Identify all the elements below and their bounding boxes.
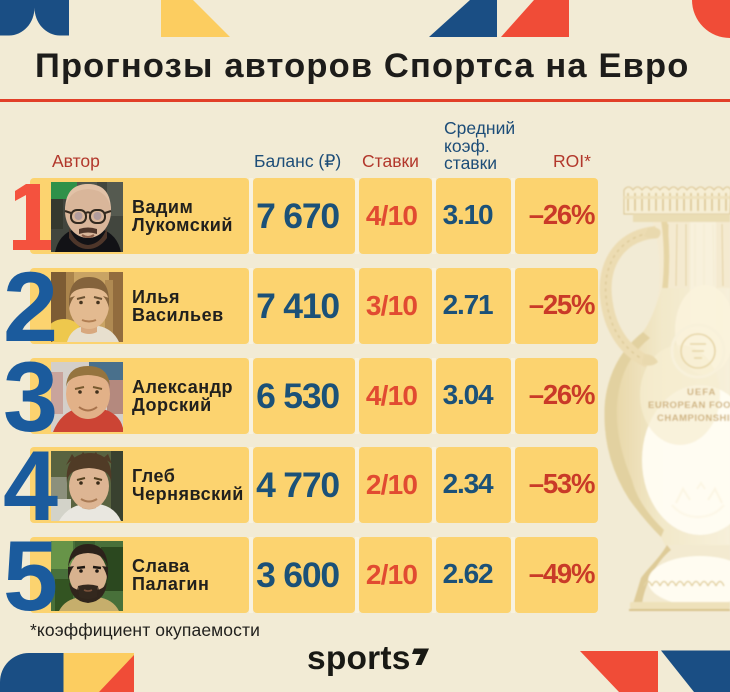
svg-text:CHAMPIONSHIP: CHAMPIONSHIP	[657, 413, 730, 424]
svg-text:EUROPEAN FOOTB: EUROPEAN FOOTB	[648, 400, 730, 411]
svg-text:UEFA: UEFA	[687, 387, 716, 398]
